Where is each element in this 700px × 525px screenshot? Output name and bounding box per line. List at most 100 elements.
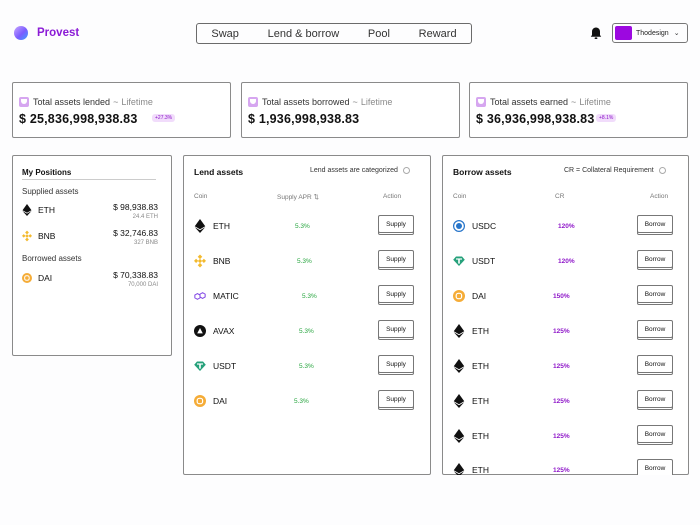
stat-period: Lifetime	[121, 97, 153, 107]
avax-icon	[194, 325, 206, 337]
info-icon[interactable]	[402, 167, 410, 174]
position-sub: 24.4 ETH	[132, 214, 158, 220]
nav-pool[interactable]: Pool	[367, 27, 390, 40]
table-row: MATIC 5.3% Supply	[184, 281, 430, 311]
table-row: ETH 125% Borrow	[443, 421, 688, 451]
position-amount: $ 32,746.83	[113, 228, 158, 238]
stat-period: Lifetime	[360, 97, 393, 107]
cr-value: 150%	[553, 293, 570, 300]
bell-icon[interactable]	[589, 26, 603, 40]
dai-icon	[194, 395, 206, 407]
supply-button[interactable]: Supply	[378, 215, 414, 233]
stat-period: Lifetime	[579, 97, 611, 107]
position-row[interactable]: BNB $ 32,746.83 327 BNB	[22, 228, 158, 250]
borrow-note-text: CR = Collateral Requirement	[564, 167, 654, 174]
usdt-icon	[453, 256, 465, 266]
borrow-button[interactable]: Borrow	[637, 250, 673, 268]
borrow-button[interactable]: Borrow	[637, 390, 673, 408]
stat-card-earned: Total assets earned ~ Lifetime $ 36,936,99…	[469, 82, 688, 138]
sort-icon[interactable]: ⇅	[313, 194, 319, 201]
user-name: Thodesign	[636, 29, 669, 37]
stat-label: Total assets lended	[33, 97, 111, 107]
shield-icon	[476, 97, 486, 107]
brand-name: Provest	[37, 27, 80, 39]
table-row: ETH 125% Borrow	[443, 316, 688, 346]
borrow-button[interactable]: Borrow	[637, 459, 673, 475]
position-symbol: BNB	[38, 231, 56, 241]
col-supply-apr[interactable]: Supply APR ⇅	[277, 193, 319, 201]
bnb-icon	[22, 230, 32, 242]
eth-icon	[194, 219, 206, 233]
supply-button[interactable]: Supply	[378, 390, 414, 408]
brand-logo[interactable]: Provest	[14, 26, 79, 40]
table-row: USDT 120% Borrow	[443, 246, 688, 276]
stat-card-lended: Total assets lended ~ Lifetime $ 25,836,99…	[12, 82, 231, 138]
table-row: ETH 5.3% Supply	[184, 211, 430, 241]
coin-symbol: AVAX	[213, 326, 235, 336]
table-row: ETH 125% Borrow	[443, 455, 688, 475]
supply-apr: 5.3%	[294, 398, 309, 405]
eth-icon	[453, 359, 465, 373]
supplied-assets-label: Supplied assets	[22, 187, 79, 196]
borrow-button[interactable]: Borrow	[637, 355, 673, 373]
matic-icon	[194, 292, 206, 300]
info-icon[interactable]	[658, 167, 666, 174]
positions-title: My Positions	[22, 168, 72, 177]
coin-symbol: ETH	[472, 431, 489, 441]
position-row[interactable]: DAI $ 70,338.83 70,000 DAI	[22, 270, 158, 292]
coin-symbol: DAI	[213, 396, 228, 406]
col-coin: Coin	[453, 193, 467, 200]
coin-symbol: ETH	[472, 326, 489, 336]
coin-symbol: BNB	[213, 256, 231, 266]
col-coin: Coin	[194, 193, 208, 200]
lend-note: Lend assets are categorized	[310, 167, 410, 174]
usdt-icon	[194, 361, 206, 371]
coin-symbol: USDC	[472, 221, 497, 231]
table-row: DAI 5.3% Supply	[184, 386, 430, 416]
coin-symbol: USDT	[472, 256, 496, 266]
stat-badge: +8.1%	[596, 114, 617, 122]
table-row: BNB 5.3% Supply	[184, 246, 430, 276]
eth-icon	[453, 394, 465, 408]
supply-button[interactable]: Supply	[378, 320, 414, 338]
chevron-down-icon: ⌄	[673, 30, 680, 37]
cr-value: 125%	[553, 363, 570, 370]
stat-value: $ 36,936,998,938.83	[476, 112, 595, 126]
borrow-button[interactable]: Borrow	[637, 425, 673, 443]
my-positions-panel: My Positions Supplied assets ETH $ 98,93…	[12, 155, 172, 356]
supply-apr: 5.3%	[297, 258, 312, 265]
lend-title: Lend assets	[194, 167, 244, 177]
user-menu[interactable]: Thodesign ⌄	[612, 23, 688, 43]
borrow-title: Borrow assets	[453, 167, 512, 177]
col-action: Action	[650, 193, 669, 200]
coin-symbol: USDT	[213, 361, 237, 371]
borrow-button[interactable]: Borrow	[637, 320, 673, 338]
usdc-icon	[453, 220, 465, 232]
shield-icon	[248, 97, 258, 107]
nav-reward[interactable]: Reward	[418, 27, 457, 40]
cr-value: 120%	[558, 258, 575, 265]
position-row[interactable]: ETH $ 98,938.83 24.4 ETH	[22, 202, 158, 224]
coin-symbol: ETH	[472, 361, 489, 371]
table-row: ETH 125% Borrow	[443, 386, 688, 416]
cr-value: 125%	[553, 433, 570, 440]
table-row: AVAX 5.3% Supply	[184, 316, 430, 346]
col-cr: CR	[555, 193, 565, 200]
stat-label: Total assets borrowed	[262, 97, 350, 107]
borrow-assets-panel: Borrow assets CR = Collateral Requiremen…	[442, 155, 689, 475]
nav-swap[interactable]: Swap	[211, 27, 239, 40]
position-sub: 327 BNB	[133, 240, 158, 246]
stat-badge: +27.3%	[152, 114, 176, 122]
shield-icon	[19, 97, 29, 107]
borrow-button[interactable]: Borrow	[637, 285, 673, 303]
table-row: ETH 125% Borrow	[443, 351, 688, 381]
cr-value: 125%	[553, 398, 570, 405]
stat-label: Total assets earned	[490, 97, 569, 107]
nav-lend-borrow[interactable]: Lend & borrow	[267, 27, 340, 40]
borrow-button[interactable]: Borrow	[637, 215, 673, 233]
supply-button[interactable]: Supply	[378, 355, 414, 373]
cr-value: 120%	[558, 223, 575, 230]
supply-button[interactable]: Supply	[378, 250, 414, 268]
supply-button[interactable]: Supply	[378, 285, 414, 303]
eth-icon	[22, 204, 32, 216]
